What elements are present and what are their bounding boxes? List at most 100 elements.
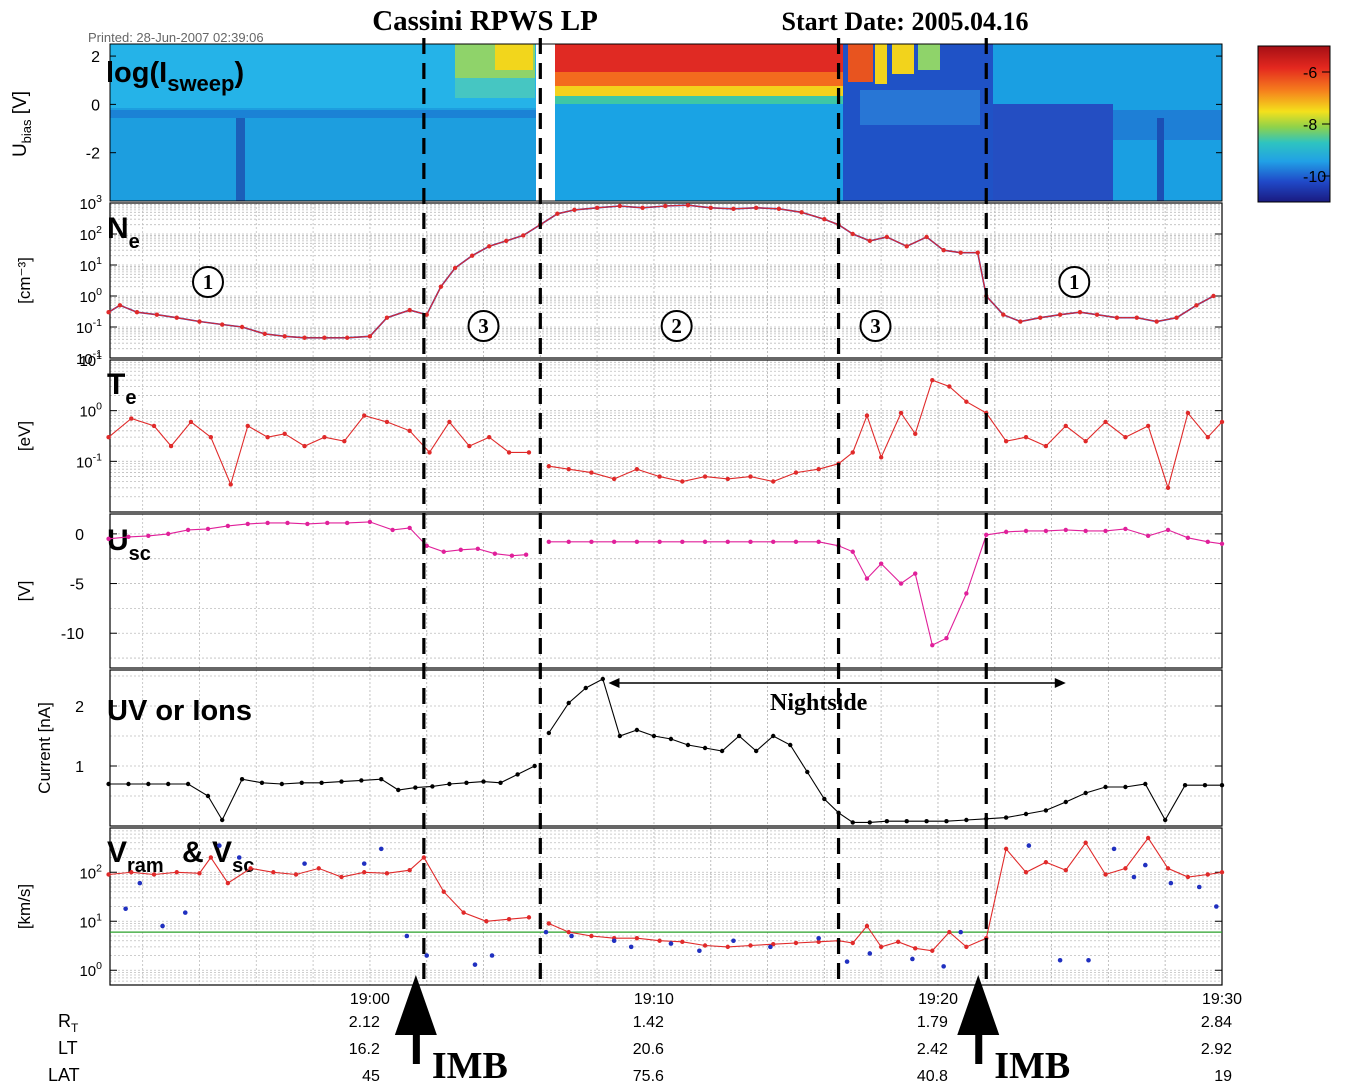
data-point — [1123, 866, 1128, 871]
data-point-vsc — [611, 938, 617, 944]
spectrogram-y-tick-label: 2 — [91, 49, 100, 66]
x-axis-ephemeris: 19:00 2.12 16.2 45 19:10 1.42 20.6 75.6 19:20 1.7… — [48, 975, 1242, 1087]
data-point — [895, 939, 901, 945]
data-point — [302, 335, 307, 340]
data-point — [219, 322, 225, 327]
data-point — [719, 748, 725, 754]
data-point — [566, 466, 571, 472]
data-point — [185, 781, 191, 787]
colorbar-tick-label: -10 — [1303, 169, 1326, 186]
data-point-vsc — [910, 956, 915, 962]
data-point — [924, 819, 929, 824]
panel-frame — [109, 827, 1223, 986]
data-point — [185, 527, 191, 533]
data-point — [265, 520, 270, 526]
spectrogram-y-tick-label: 0 — [91, 97, 100, 114]
data-point — [930, 948, 935, 953]
data-point — [944, 819, 949, 824]
data-point — [430, 784, 435, 789]
data-point — [793, 940, 799, 946]
ephemeris-value: 20.6 — [633, 1041, 664, 1058]
x-tick-label: 19:10 — [634, 991, 674, 1008]
data-point — [299, 780, 304, 785]
data-point — [475, 546, 481, 551]
data-point — [1174, 315, 1179, 320]
data-point — [1063, 868, 1068, 873]
data-point — [850, 450, 855, 455]
panel-grid — [110, 670, 1222, 827]
data-point-vsc — [628, 944, 634, 950]
data-point — [339, 874, 344, 880]
data-point — [208, 434, 214, 440]
colorbar-ticks: -6 -8 -10 — [1303, 65, 1330, 186]
data-point-vsc — [302, 861, 307, 866]
data-point — [407, 428, 412, 434]
data-point — [262, 331, 267, 337]
data-point — [259, 780, 265, 785]
data-point — [651, 733, 657, 739]
data-point — [322, 434, 327, 440]
data-point — [771, 942, 776, 947]
y-axis-label: Current [nA] — [35, 702, 54, 794]
data-point — [1043, 860, 1049, 865]
data-point — [339, 779, 344, 784]
data-point — [1023, 434, 1029, 440]
data-point — [285, 520, 290, 526]
data-point — [441, 549, 446, 554]
data-point — [546, 539, 552, 545]
data-point — [146, 781, 151, 787]
series-line — [548, 837, 1223, 952]
data-point — [126, 781, 131, 787]
data-point — [731, 206, 736, 211]
data-point — [197, 871, 202, 876]
data-point — [174, 315, 179, 320]
data-point — [515, 772, 520, 777]
y-tick-label: 103 — [79, 193, 102, 213]
data-point — [1182, 783, 1188, 788]
data-point-vsc — [361, 861, 367, 866]
data-point — [1134, 315, 1139, 320]
data-point — [1185, 874, 1191, 880]
ephemeris-value: 19 — [1214, 1068, 1232, 1085]
data-point-vsc — [569, 933, 574, 939]
data-point — [725, 539, 730, 545]
data-point — [878, 455, 884, 460]
data-point — [413, 785, 418, 790]
panel-grid — [110, 828, 1222, 985]
data-point — [1145, 423, 1151, 429]
data-point-vsc — [1026, 843, 1032, 848]
data-point — [771, 733, 776, 739]
start-date: Start Date: 2005.04.16 — [782, 7, 1029, 36]
data-point-vsc — [958, 929, 963, 935]
y-tick-label: -5 — [70, 577, 84, 594]
y-tick-label: 1 — [75, 759, 84, 776]
data-point — [1023, 870, 1029, 875]
panel-frame — [109, 202, 1223, 359]
data-point-vsc — [941, 964, 946, 969]
region-label-circle — [467, 310, 500, 342]
data-point-vsc — [1086, 957, 1091, 963]
data-point — [248, 866, 253, 871]
data-point — [129, 870, 134, 875]
region-label: 3 — [478, 314, 489, 338]
data-point-vsc — [697, 948, 702, 954]
data-point — [878, 561, 884, 566]
data-point-vsc — [404, 933, 410, 939]
data-point — [771, 479, 776, 484]
panel-3: 101 100 10-1 [eV] Te — [15, 350, 1225, 513]
data-point — [984, 532, 989, 538]
data-point — [506, 917, 512, 922]
data-point — [663, 203, 668, 209]
data-point — [1219, 541, 1225, 547]
data-point — [975, 250, 980, 255]
data-point-vsc — [236, 855, 242, 860]
data-point — [657, 938, 662, 943]
data-point — [174, 870, 179, 875]
panel-title: Te — [107, 368, 136, 409]
data-point — [805, 769, 810, 775]
data-point — [776, 206, 782, 211]
data-point — [390, 527, 395, 533]
data-point-vsc — [137, 880, 143, 886]
data-point — [725, 944, 730, 950]
data-point — [753, 205, 759, 211]
